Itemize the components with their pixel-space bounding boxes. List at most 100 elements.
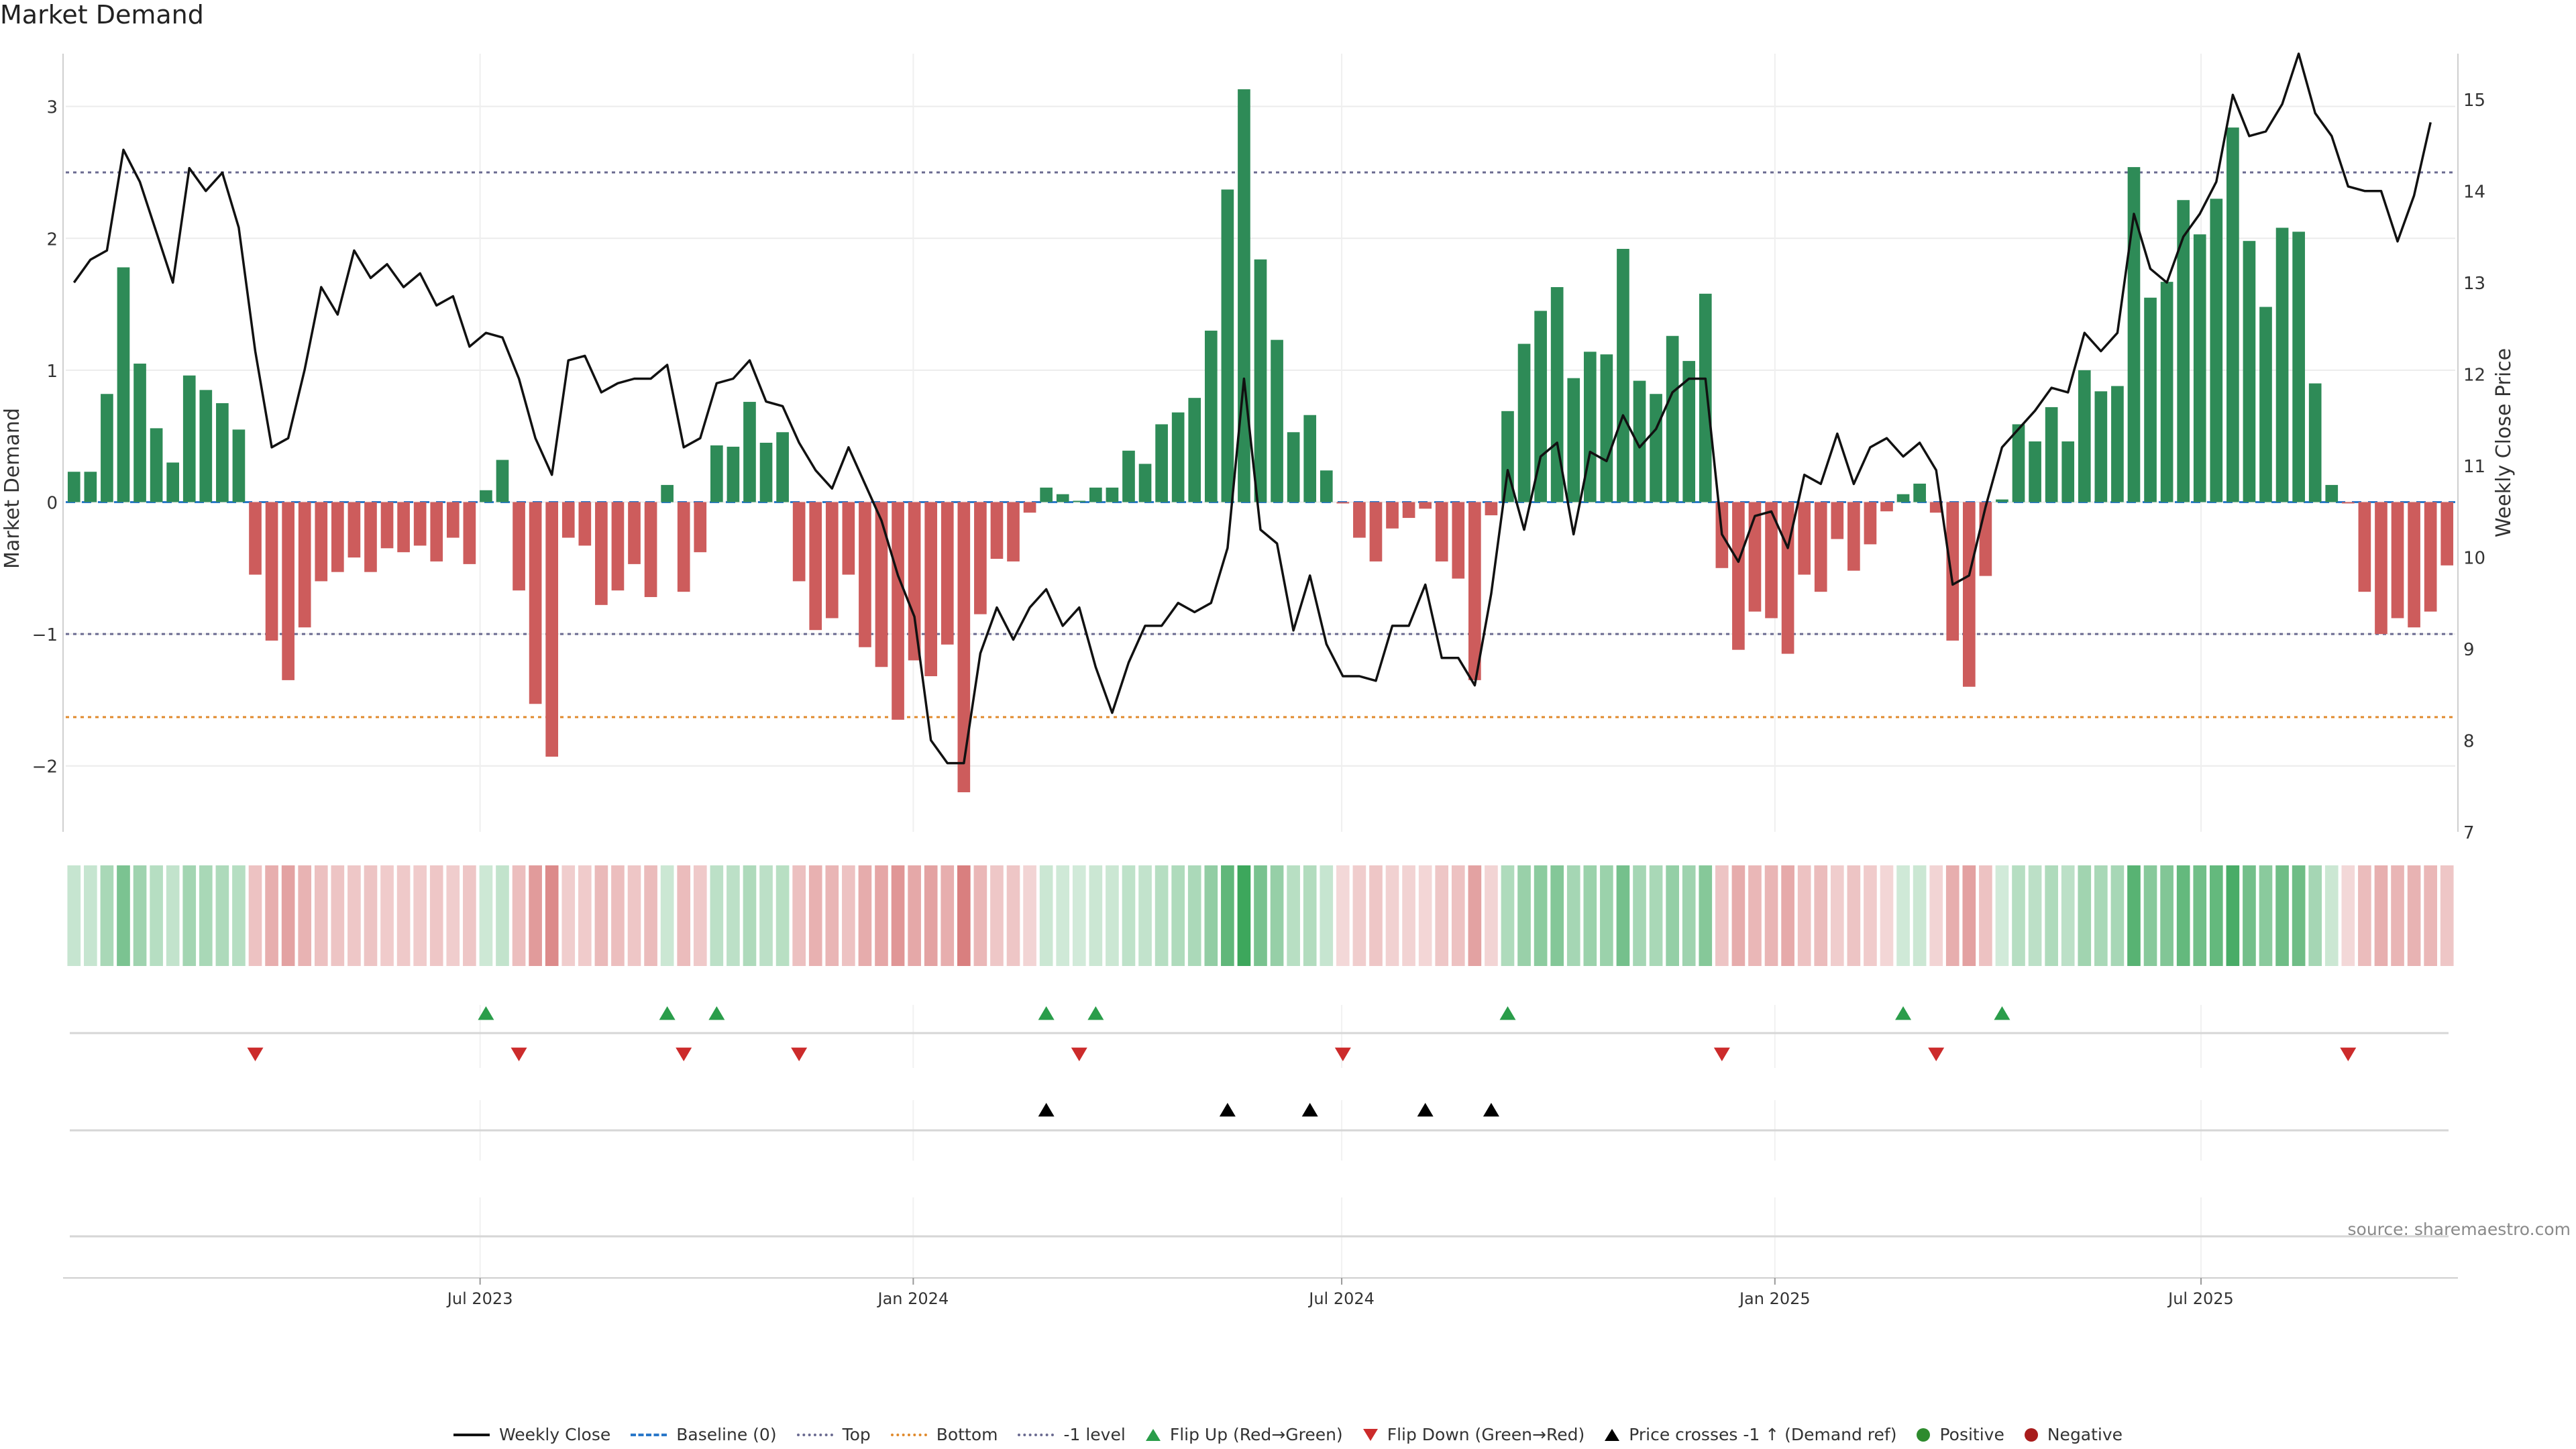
cross-up-marker (1417, 1103, 1434, 1117)
flip-up-marker (1994, 1006, 2010, 1020)
demand-bars (67, 89, 2454, 793)
heat-strip-cell (232, 865, 246, 966)
demand-bar (315, 502, 328, 582)
demand-bar (677, 502, 690, 592)
flip-down-marker (1713, 1047, 1730, 1061)
flip-up-marker (659, 1006, 676, 1020)
demand-bar (1765, 502, 1778, 619)
heat-strip-cell (1929, 865, 1943, 966)
demand-bar (364, 502, 377, 572)
heat-strip-cell (2193, 865, 2207, 966)
y-axis-label: Market Demand (1, 408, 24, 569)
heat-strip-cell (199, 865, 213, 966)
demand-bar (1468, 502, 1481, 680)
heat-strip (67, 865, 2454, 966)
heat-strip-cell (298, 865, 312, 966)
demand-bar (463, 502, 476, 564)
chart-title: Market Demand (0, 0, 204, 30)
demand-bar (2243, 241, 2256, 502)
y-tick-label: −1 (32, 625, 58, 645)
heat-strip-cell (2308, 865, 2322, 966)
demand-bar (1682, 361, 1696, 502)
heat-strip-cell (2160, 865, 2174, 966)
legend-label: -1 level (1063, 1425, 1126, 1444)
demand-bar (199, 390, 213, 502)
heat-strip-cell (1155, 865, 1169, 966)
heat-strip-cell (1830, 865, 1844, 966)
heat-strip-cell (496, 865, 509, 966)
flip-up-marker (1087, 1006, 1104, 1020)
heat-strip-cell (84, 865, 97, 966)
demand-bar (1369, 502, 1383, 561)
heat-strip-cell (2226, 865, 2240, 966)
heat-strip-cell (2374, 865, 2388, 966)
heat-strip-cell (2440, 865, 2454, 966)
demand-bar (2012, 424, 2025, 502)
demand-bar (133, 364, 146, 502)
heat-strip-cell (1880, 865, 1894, 966)
heat-strip-cell (1138, 865, 1152, 966)
demand-bar (513, 502, 525, 591)
y2-tick-label: 7 (2463, 823, 2475, 843)
heat-strip-cell (1468, 865, 1482, 966)
demand-bar (1089, 487, 1102, 502)
demand-bar (727, 446, 740, 502)
demand-bar (1864, 502, 1877, 545)
demand-bar (2341, 502, 2355, 504)
heat-strip-cell (413, 865, 427, 966)
heat-strip-cell (265, 865, 278, 966)
heat-strip-cell (1006, 865, 1020, 966)
heat-strip-cell (396, 865, 411, 966)
demand-bar (1798, 502, 1811, 575)
demand-bar (1106, 487, 1119, 502)
legend-item: Flip Down (Green→Red) (1362, 1425, 1585, 1444)
demand-bar (216, 403, 229, 502)
source-note: source: sharemaestro.com (2347, 1220, 2571, 1239)
y2-tick-label: 11 (2463, 457, 2485, 477)
heat-strip-cell (990, 865, 1004, 966)
price-line (72, 52, 2432, 765)
demand-bar (2308, 383, 2322, 502)
heat-strip-cell (677, 865, 691, 966)
legend-item: Top (796, 1425, 871, 1444)
heat-strip-cell (1764, 865, 1778, 966)
heat-strip-cell (2275, 865, 2289, 966)
demand-bar (1023, 502, 1036, 513)
legend-item: Bottom (890, 1425, 998, 1444)
legend-item: Price crosses -1 ↑ (Demand ref) (1605, 1425, 1896, 1444)
heat-strip-cell (1106, 865, 1119, 966)
flip-up-marker (478, 1006, 494, 1020)
legend-label: Negative (2047, 1425, 2123, 1444)
flip-up-marker (1038, 1006, 1055, 1020)
legend-item: Negative (2024, 1425, 2123, 1444)
cross-up-marker (1483, 1103, 1499, 1117)
y2-tick-label: 14 (2463, 182, 2485, 203)
heat-strip-cell (908, 865, 921, 966)
legend-label: Price crosses -1 ↑ (Demand ref) (1629, 1425, 1897, 1444)
legend-label: Flip Down (Green→Red) (1387, 1425, 1585, 1444)
demand-bar (2193, 234, 2206, 502)
heat-strip-cell (1369, 865, 1383, 966)
legend-label: Top (842, 1425, 871, 1444)
demand-bar (644, 502, 657, 598)
demand-bar (232, 429, 246, 502)
demand-bar (1517, 343, 1531, 502)
heat-strip-cell (1320, 865, 1334, 966)
demand-bar (1666, 335, 1679, 502)
heat-strip-cell (150, 865, 163, 966)
heat-strip-cell (2292, 865, 2306, 966)
demand-bar (990, 502, 1004, 559)
demand-bar (611, 502, 625, 591)
heat-strip-cell (973, 865, 987, 966)
heat-strip-cell (1287, 865, 1300, 966)
flip-down-marker (1334, 1047, 1351, 1061)
legend-item: Positive (1917, 1425, 2004, 1444)
heat-strip-cell (1814, 865, 1828, 966)
heat-strip-cell (1682, 865, 1696, 966)
heat-strip-cell (1797, 865, 1811, 966)
demand-bar (101, 394, 113, 502)
demand-bar (298, 502, 311, 628)
heat-strip-cell (1600, 865, 1613, 966)
heat-strip-cell (875, 865, 888, 966)
